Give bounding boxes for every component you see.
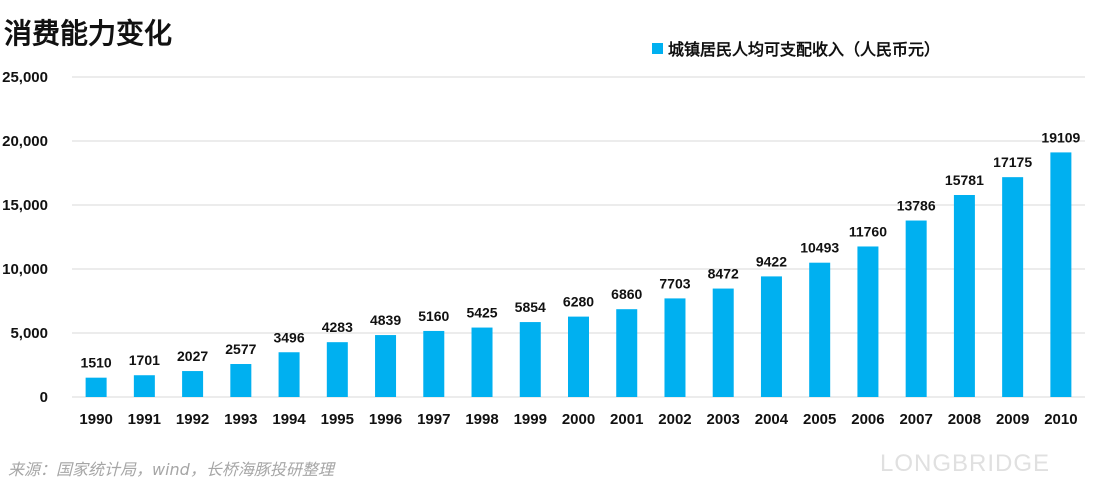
x-tick-label: 2006 <box>851 411 884 428</box>
bar <box>85 377 107 397</box>
bar <box>471 327 493 397</box>
x-tick-label: 1990 <box>79 411 112 428</box>
x-tick-label: 2008 <box>948 411 981 428</box>
data-label: 4839 <box>370 312 401 328</box>
watermark-logo: LONGBRIDGE <box>880 450 1051 477</box>
x-tick-label: 2000 <box>562 411 595 428</box>
legend: 城镇居民人均可支配收入（人民币元） <box>652 36 940 60</box>
bar <box>1002 177 1024 397</box>
data-label: 2577 <box>225 341 256 357</box>
x-tick-label: 1997 <box>417 411 450 428</box>
x-tick-label: 2010 <box>1044 411 1077 428</box>
data-label: 6860 <box>611 286 642 302</box>
x-tick-label: 2002 <box>658 411 691 428</box>
data-label: 11760 <box>849 223 887 239</box>
bar <box>423 330 445 397</box>
legend-label: 城镇居民人均可支配收入（人民币元） <box>668 40 941 59</box>
x-tick-label: 1996 <box>369 411 402 428</box>
bar <box>809 262 831 397</box>
data-label: 1510 <box>81 355 112 371</box>
y-tick-label: 10,000 <box>2 261 48 278</box>
source-note: 来源：国家统计局，wind，长桥海豚投研整理 <box>8 460 334 479</box>
data-label: 5425 <box>466 305 497 321</box>
data-label: 4283 <box>322 319 353 335</box>
x-tick-label: 2009 <box>996 411 1029 428</box>
chart-title: 消费能力变化 <box>4 17 173 50</box>
data-label: 7703 <box>659 275 690 291</box>
x-tick-label: 1992 <box>176 411 209 428</box>
data-label: 13786 <box>897 198 936 214</box>
bar <box>519 322 541 397</box>
data-label: 9422 <box>756 253 787 269</box>
y-tick-label: 15,000 <box>2 197 48 214</box>
bar <box>664 298 686 397</box>
x-tick-label: 2005 <box>803 411 836 428</box>
bar <box>760 276 782 397</box>
data-label: 17175 <box>993 154 1032 170</box>
data-label: 8472 <box>708 266 739 282</box>
x-tick-label: 1998 <box>465 411 498 428</box>
bar <box>133 375 155 397</box>
bar <box>953 195 975 397</box>
data-label: 15781 <box>945 172 984 188</box>
data-label: 6280 <box>563 294 594 310</box>
data-label: 3496 <box>273 329 304 345</box>
y-tick-label: 5,000 <box>10 325 48 342</box>
bar <box>182 371 204 397</box>
bar <box>857 246 879 397</box>
bar <box>375 335 397 397</box>
data-label: 19109 <box>1041 129 1080 145</box>
bar <box>230 364 252 397</box>
x-tick-label: 1995 <box>321 411 354 428</box>
y-tick-label: 20,000 <box>2 133 48 150</box>
bar <box>712 288 734 397</box>
x-tick-label: 1994 <box>272 411 306 428</box>
bar <box>568 316 589 397</box>
y-tick-label: 0 <box>40 389 48 406</box>
x-tick-label: 1991 <box>128 411 161 428</box>
x-tick-label: 1999 <box>514 411 547 428</box>
bar <box>905 220 927 397</box>
x-tick-label: 2007 <box>899 411 932 428</box>
x-tick-label: 1993 <box>224 411 257 428</box>
bar <box>616 309 638 397</box>
x-tick-label: 2003 <box>707 411 740 428</box>
bar <box>326 342 348 397</box>
x-tick-label: 2001 <box>610 411 643 428</box>
data-label: 5160 <box>418 308 449 324</box>
data-label: 2027 <box>177 348 208 364</box>
bar <box>1050 152 1072 397</box>
x-tick-label: 2004 <box>755 411 789 428</box>
bar <box>278 352 300 397</box>
legend-swatch <box>652 42 663 54</box>
data-label: 1701 <box>129 352 160 368</box>
data-label: 10493 <box>800 240 839 256</box>
y-tick-label: 25,000 <box>2 69 48 86</box>
data-label: 5854 <box>515 299 546 315</box>
